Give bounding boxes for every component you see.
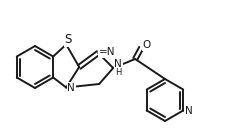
Text: O: O	[141, 40, 150, 50]
Text: N: N	[67, 82, 75, 93]
Text: =N: =N	[98, 47, 115, 57]
Text: S: S	[64, 33, 72, 46]
Text: N: N	[185, 107, 192, 116]
Text: N: N	[114, 59, 122, 69]
Text: H: H	[115, 67, 121, 76]
